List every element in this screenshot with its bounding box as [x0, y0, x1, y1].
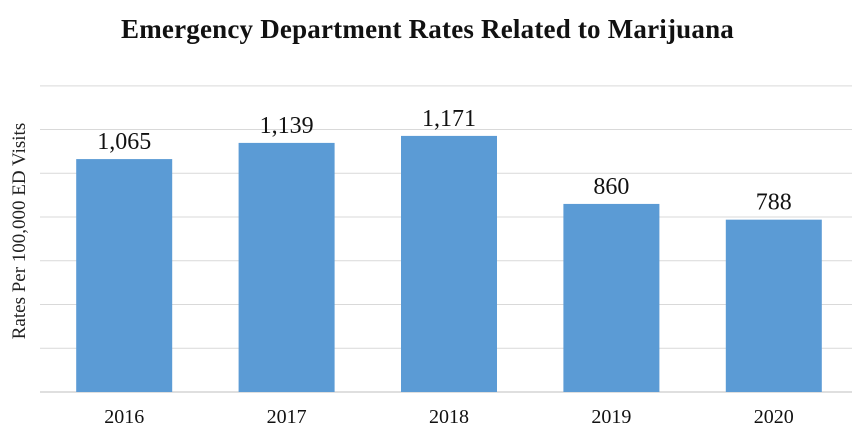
x-tick-label-2017: 2017 — [267, 406, 307, 428]
x-tick-label-2019: 2019 — [591, 406, 631, 428]
data-label-2018: 1,171 — [422, 106, 476, 132]
bar-2016 — [76, 159, 173, 392]
x-tick-label-2016: 2016 — [104, 406, 144, 428]
data-label-2019: 860 — [593, 174, 629, 200]
x-tick-label-2020: 2020 — [754, 406, 794, 428]
bar-2018 — [401, 135, 497, 393]
data-label-2020: 788 — [756, 190, 792, 216]
bar-2017 — [238, 142, 335, 392]
data-label-2016: 1,065 — [97, 129, 151, 155]
chart-title: Emergency Department Rates Related to Ma… — [121, 14, 734, 44]
bar-2020 — [725, 219, 822, 392]
x-tick-label-2018: 2018 — [429, 406, 469, 428]
bar-2019 — [563, 203, 660, 392]
data-label-2017: 1,139 — [260, 113, 314, 139]
